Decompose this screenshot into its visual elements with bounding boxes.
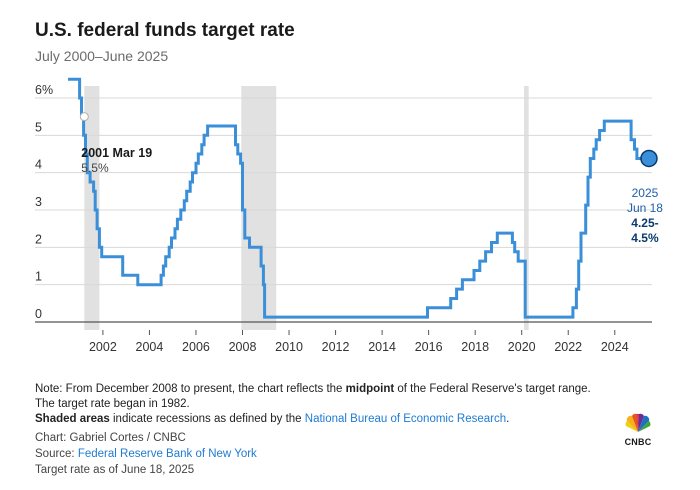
y-tick-label: 0 bbox=[35, 307, 42, 321]
x-tick-label: 2008 bbox=[229, 340, 257, 354]
x-tick-label: 2002 bbox=[89, 340, 117, 354]
end-date-label: Jun 18 bbox=[627, 201, 663, 215]
note-midpoint: Note: From December 2008 to present, the… bbox=[35, 383, 591, 410]
end-year-label: 2025 bbox=[632, 186, 659, 200]
end-value-label-1: 4.25- bbox=[631, 216, 658, 230]
start-date-label: 2001 Mar 19 bbox=[81, 146, 152, 160]
recession-band-2 bbox=[524, 86, 529, 330]
note-shaded: Shaded areas indicate recessions as defi… bbox=[35, 413, 510, 425]
nber-link[interactable]: National Bureau of Economic Research bbox=[304, 413, 507, 425]
end-point-marker bbox=[640, 149, 658, 168]
start-value-label: 5.5% bbox=[81, 161, 109, 175]
x-tick-label: 2004 bbox=[136, 340, 164, 354]
rate-series-line bbox=[68, 77, 649, 319]
end-value-label-2: 4.5% bbox=[631, 231, 659, 245]
recession-shading bbox=[84, 86, 529, 330]
cnbc-logo: CNBC bbox=[620, 412, 656, 447]
x-tick-label: 2024 bbox=[601, 340, 629, 354]
source-link[interactable]: Federal Reserve Bank of New York bbox=[77, 448, 257, 460]
chart-notes: Note: From December 2008 to present, the… bbox=[35, 382, 595, 478]
y-tick-label: 2 bbox=[35, 232, 42, 246]
x-tick-label: 2022 bbox=[554, 340, 582, 354]
x-tick-label: 2012 bbox=[322, 340, 350, 354]
chart-title: U.S. federal funds target rate bbox=[35, 20, 295, 41]
grid-lines bbox=[35, 97, 652, 323]
chart-subtitle: July 2000–June 2025 bbox=[35, 48, 169, 64]
start-point-marker bbox=[79, 112, 89, 122]
cnbc-wordmark: CNBC bbox=[624, 437, 652, 447]
y-tick-label: 1 bbox=[35, 270, 42, 284]
chart-credits: Chart: Gabriel Cortes / CNBC Source: Fed… bbox=[35, 430, 595, 478]
chart-author: Chart: Gabriel Cortes / CNBC bbox=[35, 432, 186, 444]
y-axis-ticks: 0 1 2 3 4 5 6% bbox=[35, 83, 53, 321]
y-tick-label: 4 bbox=[35, 158, 42, 172]
x-tick-label: 2018 bbox=[461, 340, 489, 354]
y-tick-label: 5 bbox=[35, 120, 42, 134]
recession-band-0 bbox=[84, 86, 100, 330]
x-tick-label: 2010 bbox=[275, 340, 303, 354]
peacock-logo-icon bbox=[625, 413, 651, 432]
y-tick-label: 3 bbox=[35, 195, 42, 209]
recession-band-1 bbox=[241, 86, 277, 330]
x-tick-label: 2006 bbox=[182, 340, 210, 354]
chart-source: Source: Federal Reserve Bank of New York bbox=[35, 448, 257, 460]
y-tick-label: 6% bbox=[35, 83, 53, 97]
annotations: 2001 Mar 19 5.5% 2025 Jun 18 4.25- 4.5% bbox=[79, 112, 663, 245]
rate-chart: 0 1 2 3 4 5 6% 2002 2004 2006 2008 2010 2012 2014 201… bbox=[35, 77, 663, 354]
as-of-date: Target rate as of June 18, 2025 bbox=[35, 464, 195, 476]
x-tick-label: 2014 bbox=[368, 340, 396, 354]
x-tick-label: 2020 bbox=[508, 340, 536, 354]
x-axis-ticks: 2002 2004 2006 2008 2010 2012 2014 2016 2018 2020… bbox=[89, 330, 629, 354]
x-tick-label: 2016 bbox=[415, 340, 443, 354]
